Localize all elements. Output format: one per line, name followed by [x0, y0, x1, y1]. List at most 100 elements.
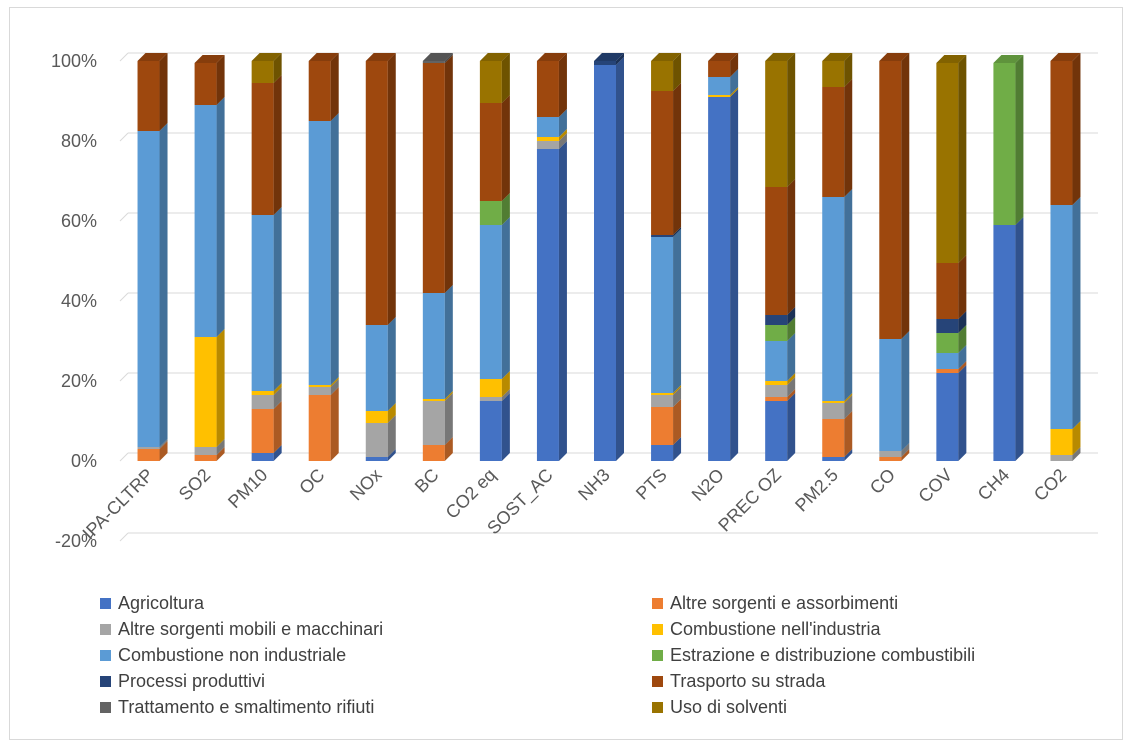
bar-segment: [1050, 455, 1073, 461]
bar-segment-side: [787, 389, 796, 401]
bar-segment: [879, 451, 902, 457]
bar-segment: [479, 103, 502, 201]
bar-segment: [822, 401, 845, 403]
bar-segment-side: [216, 55, 225, 105]
x-tick-label: NOx: [346, 465, 386, 505]
bar-segment-side: [844, 411, 853, 457]
bar-segment: [879, 457, 902, 461]
bar-segment: [251, 395, 274, 409]
bar-segment: [1050, 429, 1073, 455]
x-tick-label: PTS: [632, 465, 671, 504]
bar-segment-side: [501, 389, 510, 401]
bar-segment: [479, 201, 502, 225]
bar-segment-side: [787, 333, 796, 381]
bar-segment: [137, 61, 160, 131]
bar-segment-side: [1072, 421, 1081, 455]
bar-segment-side: [901, 443, 910, 457]
bar-segment-side: [387, 415, 396, 457]
x-tick-label: CO: [866, 465, 899, 498]
gridline-side: [119, 132, 129, 142]
bar-segment-side: [673, 227, 682, 237]
bar-segment-side: [558, 53, 567, 117]
bar-segment-side: [787, 53, 796, 187]
bar-segment-side: [216, 97, 225, 337]
bar-segment: [479, 397, 502, 401]
bar-segment-side: [273, 207, 282, 391]
bar-segment: [765, 61, 788, 187]
legend-swatch: [652, 598, 663, 609]
bar-segment-side: [159, 123, 168, 447]
bar-segment: [594, 61, 616, 65]
bar-segment: [251, 61, 274, 83]
bar-segment: [536, 61, 559, 117]
bar-segment-side: [1072, 53, 1081, 205]
x-tick-label: PREC OZ: [714, 465, 785, 536]
bar-segment: [251, 83, 274, 215]
bar-segment: [422, 445, 445, 461]
bar-segment: [936, 353, 959, 369]
bar-segment: [879, 339, 902, 451]
bar-segment: [479, 401, 502, 461]
bar-segment: [651, 445, 674, 461]
bar-segment-side: [1015, 217, 1024, 461]
bar-segment-side: [501, 217, 510, 379]
bar-segment-side: [330, 377, 339, 387]
bar-segment: [708, 77, 731, 95]
x-tick-label: BC: [411, 465, 443, 497]
y-tick-label: 20%: [61, 371, 97, 391]
bar-segment: [936, 373, 959, 461]
bar-segment-side: [787, 377, 796, 397]
bar-segment: [251, 409, 274, 453]
bar-segment-side: [958, 311, 967, 333]
bar-segment-side: [159, 53, 168, 131]
bar-segment: [422, 293, 445, 399]
bar-segment: [422, 61, 445, 63]
x-tick-label: CO2: [1030, 465, 1070, 505]
bar-segment: [765, 341, 788, 381]
x-tick-label: IPA-CLTRP: [79, 465, 158, 544]
bar-segment: [365, 411, 388, 423]
bar-segment: [765, 397, 788, 401]
bar-segment: [765, 187, 788, 315]
x-tick-label: N2O: [688, 465, 728, 505]
bar-segment: [251, 453, 274, 461]
bar-segment: [651, 395, 674, 407]
bar-segment: [194, 447, 217, 455]
bar-top: [879, 53, 910, 61]
bar-segment-side: [958, 55, 967, 263]
bar-segment-side: [444, 55, 453, 293]
legend-swatch: [100, 624, 111, 635]
bar-segment-side: [730, 89, 739, 461]
legend-item: Agricoltura: [100, 592, 652, 615]
legend-item: Altre sorgenti e assorbimenti: [652, 592, 1100, 615]
y-tick-label: 80%: [61, 131, 97, 151]
legend-swatch: [652, 650, 663, 661]
bar-segment-side: [787, 373, 796, 385]
legend-item: Uso di solventi: [652, 696, 1100, 719]
bar-segment: [536, 117, 559, 137]
bar-segment-side: [501, 95, 510, 201]
bar-segment-side: [330, 387, 339, 461]
bar-top: [536, 53, 567, 61]
gridline-side: [119, 372, 129, 382]
bar-segment-side: [558, 141, 567, 461]
bar-segment-side: [330, 53, 339, 121]
bar-segment: [479, 225, 502, 379]
bar-segment: [993, 225, 1016, 461]
bar-segment-side: [844, 53, 853, 87]
legend-item: Processi produttivi: [100, 670, 652, 693]
bar-segment-side: [673, 53, 682, 91]
bar-segment: [365, 423, 388, 457]
bar-segment-side: [730, 69, 739, 95]
bar-segment: [822, 457, 845, 461]
legend-label: Trasporto su strada: [670, 671, 826, 691]
bar-top: [137, 53, 168, 61]
bar-segment-side: [330, 113, 339, 385]
chart-legend: Agricoltura Altre sorgenti e assorbimenti…: [100, 592, 1100, 719]
bar-segment-side: [1015, 55, 1024, 225]
bar-segment: [536, 141, 559, 149]
bar-segment: [365, 61, 388, 325]
y-tick-label: 100%: [51, 51, 97, 71]
bar-segment: [708, 61, 731, 77]
bar-segment-side: [216, 439, 225, 455]
